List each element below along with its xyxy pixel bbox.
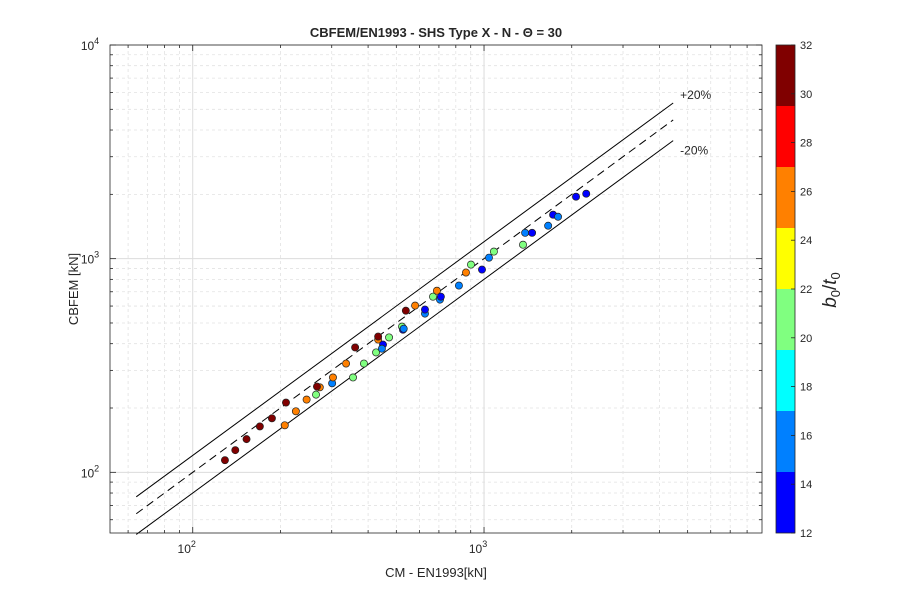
- reference-line: [135, 119, 674, 515]
- data-point: [519, 240, 527, 249]
- data-point: [572, 192, 580, 201]
- colorbar-bin: [776, 472, 795, 533]
- colorbar-label: b0/t0: [820, 272, 843, 308]
- data-point: [544, 221, 553, 230]
- reference-line: [135, 102, 674, 498]
- data-point: [280, 421, 289, 430]
- cb-label-sub0: 0: [828, 290, 843, 297]
- colorbar-tick-label: 30: [800, 89, 812, 101]
- colorbar-tick-label: 16: [800, 430, 812, 442]
- data-point: [291, 407, 300, 416]
- x-tick-label: 102: [178, 539, 196, 556]
- data-point: [302, 395, 311, 404]
- data-point: [401, 306, 410, 315]
- data-point: [231, 446, 240, 455]
- data-point: [528, 228, 537, 237]
- data-point: [385, 333, 393, 342]
- data-point: [399, 324, 408, 333]
- data-point: [554, 212, 562, 221]
- colorbar-tick-label: 18: [800, 382, 812, 394]
- y-axis-label-name: CBFEM: [66, 280, 81, 326]
- data-point: [359, 359, 368, 368]
- cb-label-t: t: [820, 279, 841, 285]
- data-point: [349, 373, 357, 382]
- y-tick-base: 10: [81, 39, 95, 53]
- reference-line: [135, 140, 674, 535]
- colorbar-bin: [776, 45, 795, 106]
- reference-line-label: +20%: [680, 88, 711, 102]
- data-point: [342, 359, 351, 368]
- y-tick-label: 103: [81, 250, 99, 267]
- data-point: [436, 292, 445, 301]
- data-point: [489, 247, 498, 256]
- data-point: [421, 305, 429, 314]
- cb-label-b: b: [820, 297, 841, 308]
- data-point: [220, 456, 229, 465]
- data-point: [372, 348, 381, 357]
- colorbar-bin: [776, 289, 795, 350]
- y-tick-base: 10: [81, 466, 95, 480]
- data-point: [282, 398, 290, 407]
- data-point: [432, 286, 441, 295]
- x-tick-base: 10: [178, 542, 192, 556]
- y-tick-exp: 2: [94, 463, 99, 473]
- y-tick-base: 10: [81, 253, 95, 267]
- colorbar-tick-label: 26: [800, 186, 812, 198]
- data-point: [485, 253, 493, 262]
- cb-label-sep: /: [820, 284, 841, 290]
- x-axis-label: CM - EN1993[kN]: [385, 565, 487, 580]
- y-axis-label: CBFEM [kN]: [66, 253, 81, 325]
- colorbar-bin: [776, 411, 795, 472]
- data-point: [429, 292, 437, 301]
- plot-frame: [109, 44, 763, 534]
- data-point: [462, 268, 470, 277]
- colorbar-tick-label: 32: [800, 40, 812, 52]
- x-tick-exp: 3: [482, 539, 487, 549]
- data-point: [467, 260, 475, 269]
- y-tick-label: 104: [81, 36, 99, 53]
- data-point: [242, 435, 251, 444]
- colorbar-tick-label: 12: [800, 528, 812, 540]
- data-point: [312, 390, 320, 399]
- colorbar-tick-label: 20: [800, 333, 812, 345]
- y-tick-label: 102: [81, 463, 99, 480]
- data-point: [454, 281, 463, 290]
- x-tick-label: 103: [469, 539, 487, 556]
- colorbar-tick-label: 22: [800, 284, 812, 296]
- y-tick-exp: 4: [94, 36, 99, 46]
- data-point: [411, 301, 420, 310]
- colorbar: 12 14 16 18 20 22 24 26 28 30 32: [775, 40, 812, 540]
- colorbar-tick-label: 14: [800, 479, 812, 491]
- data-point: [582, 189, 591, 198]
- data-point: [313, 382, 321, 391]
- colorbar-bin: [776, 228, 795, 289]
- colorbar-tick-label: 28: [800, 138, 812, 150]
- data-point: [374, 332, 383, 341]
- chart-title: CBFEM/EN1993 - SHS Type X - N - Θ = 30: [310, 25, 562, 40]
- data-point: [329, 373, 337, 382]
- data-point: [267, 414, 276, 423]
- reference-line-label: -20%: [680, 144, 708, 158]
- x-tick-exp: 2: [191, 539, 196, 549]
- data-point: [377, 344, 386, 353]
- colorbar-bin: [776, 106, 795, 167]
- colorbar-bin: [776, 350, 795, 411]
- y-tick-exp: 3: [94, 250, 99, 260]
- colorbar-bin: [776, 167, 795, 228]
- data-point: [255, 422, 264, 431]
- data-points: [220, 189, 591, 465]
- reference-lines: +20% -20%: [135, 88, 712, 535]
- y-axis-label-unit: [kN]: [66, 253, 81, 276]
- data-point: [521, 228, 530, 237]
- data-point: [478, 265, 486, 274]
- data-point: [351, 343, 360, 352]
- colorbar-tick-label: 24: [800, 235, 812, 247]
- cb-label-sub1: 0: [828, 272, 843, 279]
- x-tick-base: 10: [469, 542, 483, 556]
